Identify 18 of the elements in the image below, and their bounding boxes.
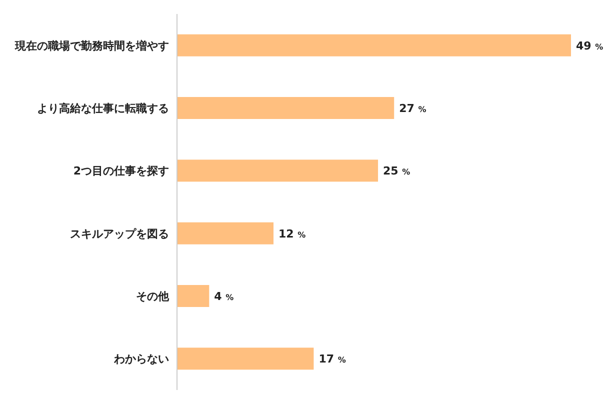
- bar: [177, 160, 378, 182]
- data-label: 4 %: [214, 290, 234, 303]
- bar: [177, 348, 314, 370]
- y-tick-label: より高給な仕事に転職する: [37, 102, 169, 115]
- bar: [177, 222, 274, 244]
- y-tick-label: スキルアップを図る: [70, 227, 169, 240]
- data-label: 12 %: [278, 227, 306, 240]
- bar: [177, 285, 210, 307]
- y-tick-label: その他: [136, 290, 170, 303]
- data-label: 49 %: [576, 39, 604, 52]
- data-label: 27 %: [399, 102, 426, 115]
- bar: [177, 34, 571, 56]
- y-tick-label: 2つ目の仕事を探す: [73, 164, 169, 178]
- data-label: 25 %: [383, 164, 410, 178]
- y-tick-label: 現在の職場で勤務時間を増やす: [14, 39, 169, 52]
- y-tick-label: わからない: [113, 352, 169, 366]
- bar: [177, 97, 394, 119]
- data-label: 17 %: [318, 352, 346, 366]
